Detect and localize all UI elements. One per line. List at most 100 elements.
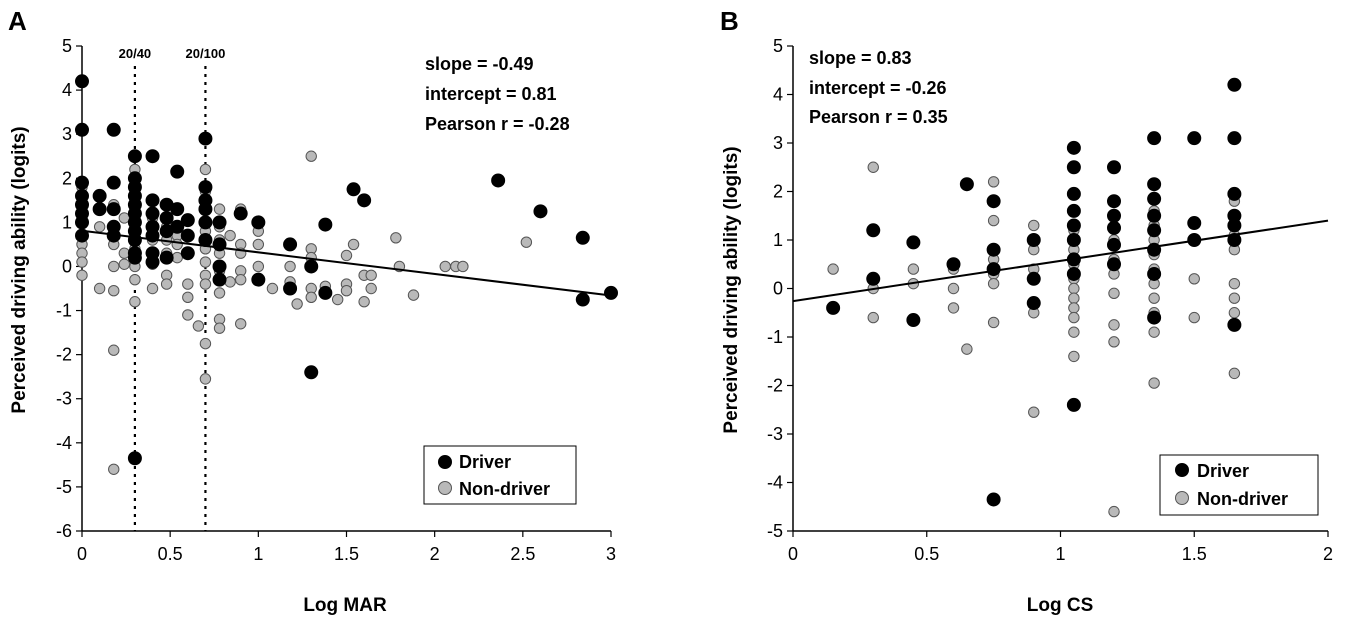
non-driver-point-b (1228, 292, 1241, 304)
non-driver-point-a (266, 282, 279, 295)
non-driver-point-b (1228, 307, 1241, 319)
non-driver-point-a (93, 282, 106, 295)
legend-marker-nondriver-b (1175, 491, 1189, 505)
non-driver-point-a (340, 285, 353, 297)
y-tick-label-b: -1 (767, 327, 783, 347)
legend-marker-nondriver-a (438, 481, 452, 495)
y-tick-label-a: -5 (56, 477, 72, 497)
intercept-text-b: intercept = -0.26 (809, 78, 947, 98)
driver-point-a (170, 219, 185, 234)
driver-point-a (346, 182, 361, 197)
non-driver-point-a (213, 287, 226, 299)
driver-point-b (1147, 177, 1162, 192)
x-tick-label-b: 0.5 (914, 544, 939, 564)
non-driver-point-a (160, 278, 173, 290)
driver-point-b (1107, 257, 1121, 272)
non-driver-point-a (199, 163, 212, 176)
driver-point-b (1066, 186, 1081, 201)
driver-point-a (198, 202, 213, 217)
non-driver-point-a (305, 291, 317, 304)
driver-point-b (986, 194, 1001, 209)
driver-point-a (180, 246, 195, 261)
slope-text-b: slope = 0.83 (809, 48, 912, 68)
non-driver-point-b (1148, 377, 1160, 389)
non-driver-point-a (108, 285, 120, 297)
reference-line-label-a: 20/40 (119, 46, 152, 61)
driver-point-a (75, 215, 89, 230)
driver-point-a (145, 149, 160, 164)
x-tick-label-a: 2.5 (510, 544, 535, 564)
driver-point-b (959, 177, 974, 192)
driver-point-b (1227, 218, 1242, 233)
y-tick-label-b: 1 (773, 230, 783, 250)
non-driver-point-a (182, 278, 194, 290)
driver-point-b (1026, 271, 1041, 286)
driver-point-b (1066, 218, 1081, 233)
y-tick-label-a: 5 (62, 36, 72, 56)
x-axis-title-b: Log CS (1027, 595, 1094, 616)
non-driver-point-b (827, 263, 839, 275)
driver-point-b (906, 313, 921, 328)
non-driver-point-b (1108, 287, 1120, 300)
driver-point-a (92, 188, 107, 203)
driver-point-a (198, 180, 213, 195)
pearson-text-a: Pearson r = -0.28 (425, 114, 570, 134)
driver-point-b (1147, 131, 1162, 146)
non-driver-point-b (987, 176, 1000, 188)
driver-point-a (145, 206, 160, 221)
non-driver-point-b (1068, 302, 1080, 314)
driver-point-a (106, 202, 121, 217)
x-tick-label-a: 1 (253, 544, 263, 564)
regression-line-b (792, 219, 1329, 303)
driver-point-b (1147, 223, 1162, 238)
non-driver-point-b (1148, 326, 1160, 338)
driver-point-b (826, 300, 841, 315)
driver-point-a (75, 175, 89, 190)
driver-point-a (170, 164, 185, 179)
non-driver-point-a (235, 318, 247, 330)
x-tick-label-b: 1 (1055, 544, 1065, 564)
non-driver-point-a (76, 269, 88, 281)
non-driver-point-a (118, 258, 131, 270)
non-driver-point-a (365, 282, 377, 295)
driver-point-a (159, 210, 174, 225)
non-driver-point-a (171, 238, 183, 251)
non-driver-point-a (108, 344, 120, 356)
driver-point-a (75, 122, 89, 137)
x-tick-label-b: 2 (1323, 544, 1333, 564)
legend-label-driver-a: Driver (459, 452, 511, 472)
driver-point-b (1227, 77, 1242, 92)
legend-marker-driver-a (438, 455, 452, 469)
non-driver-point-b (1068, 326, 1080, 338)
driver-point-b (986, 492, 1001, 507)
non-driver-point-b (1028, 219, 1040, 232)
legend-label-driver-b: Driver (1197, 461, 1249, 481)
driver-point-a (604, 285, 618, 300)
driver-point-a (127, 250, 142, 265)
driver-point-a (212, 215, 227, 230)
legend-a: Driver Non-driver (423, 445, 577, 505)
non-driver-point-a (76, 256, 88, 268)
driver-point-b (866, 271, 881, 286)
non-driver-point-b (1228, 367, 1241, 380)
non-driver-point-b (1068, 350, 1080, 363)
driver-point-b (1026, 296, 1041, 311)
non-driver-point-a (520, 236, 533, 248)
x-tick-label-a: 2 (430, 544, 440, 564)
y-tick-label-b: -2 (767, 376, 783, 396)
driver-point-b (1227, 317, 1242, 332)
driver-point-a (106, 175, 121, 190)
non-driver-point-b (1108, 336, 1120, 348)
driver-point-b (1187, 131, 1202, 146)
non-driver-point-b (947, 282, 960, 295)
y-tick-label-a: 0 (62, 256, 72, 276)
x-tick-label-a: 1.5 (334, 544, 359, 564)
y-tick-label-b: -4 (767, 473, 783, 493)
non-driver-point-a (199, 373, 212, 385)
non-driver-point-b (1068, 282, 1080, 295)
non-driver-point-a (331, 293, 344, 306)
intercept-text-a: intercept = 0.81 (425, 84, 557, 104)
non-driver-point-a (252, 260, 265, 273)
driver-point-b (1147, 310, 1162, 325)
